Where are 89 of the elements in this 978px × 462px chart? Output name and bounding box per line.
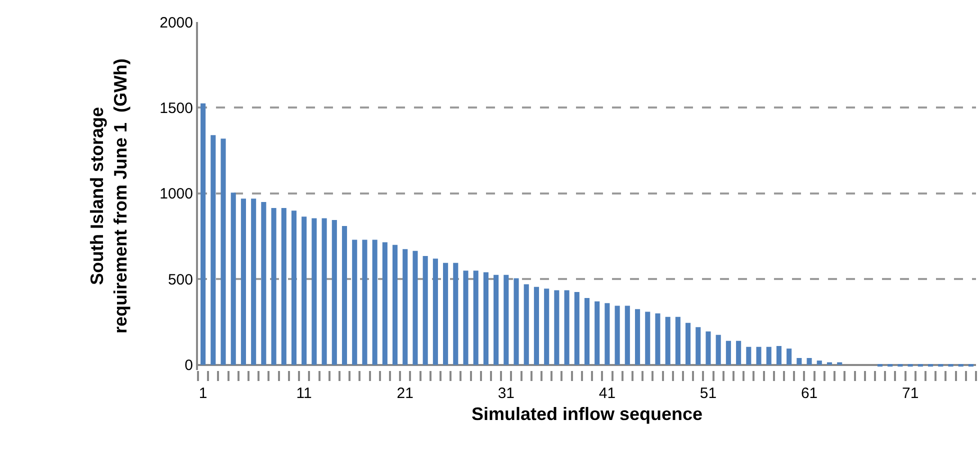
y-tick-label: 500	[168, 271, 193, 288]
x-tick-label: 21	[396, 385, 414, 402]
bar	[716, 334, 721, 365]
x-tick-label: 61	[800, 385, 818, 402]
bar	[928, 364, 934, 367]
bar	[948, 364, 954, 367]
bar	[736, 340, 742, 365]
bar	[463, 270, 468, 365]
bar	[877, 364, 883, 367]
bar	[686, 322, 691, 365]
bar	[504, 274, 509, 365]
x-axis-title: Simulated inflow sequence	[471, 404, 703, 424]
bar	[382, 242, 388, 365]
bar	[422, 256, 428, 365]
bar	[614, 306, 620, 365]
x-tick-label: 41	[598, 385, 616, 402]
bar	[271, 208, 276, 365]
bar	[322, 218, 327, 365]
bar	[372, 240, 378, 365]
bar	[837, 362, 842, 365]
bar	[958, 364, 964, 367]
bar	[210, 135, 216, 365]
bar	[634, 309, 640, 365]
bar	[200, 103, 206, 365]
bar	[564, 290, 570, 365]
bar	[665, 316, 670, 365]
bar	[604, 303, 610, 365]
bar	[332, 220, 337, 365]
bar	[352, 240, 358, 365]
bar	[544, 288, 550, 365]
bar	[766, 346, 772, 365]
bar	[584, 298, 590, 365]
bar	[806, 358, 812, 365]
y-tick-label: 2000	[160, 14, 193, 32]
bar	[281, 208, 286, 365]
bar	[392, 244, 398, 365]
bar	[362, 240, 368, 365]
bar	[443, 262, 448, 365]
y-tick-label: 1500	[160, 100, 193, 117]
bar	[746, 346, 752, 365]
bar	[432, 258, 438, 365]
bar	[826, 362, 832, 365]
bar	[816, 360, 822, 365]
bar	[412, 250, 418, 365]
bar	[908, 364, 913, 367]
bar	[302, 216, 307, 365]
bar	[888, 364, 893, 367]
y-tick-label: 1000	[160, 186, 193, 203]
x-tick-label: 31	[498, 385, 515, 402]
bar	[524, 284, 529, 365]
bar	[675, 316, 680, 365]
bar	[220, 138, 226, 365]
bar	[514, 278, 519, 365]
bar	[312, 218, 317, 365]
bar	[756, 346, 762, 365]
bar	[918, 364, 923, 367]
bar	[261, 202, 266, 365]
bar	[230, 192, 236, 365]
bar	[402, 249, 408, 365]
bar	[494, 274, 499, 365]
x-tick-label: 71	[902, 385, 919, 402]
bar	[251, 198, 256, 365]
x-tick-label: 1	[198, 385, 208, 402]
bar	[291, 210, 297, 365]
bar	[706, 331, 711, 365]
bar	[624, 306, 630, 365]
x-tick-label: 51	[700, 385, 717, 402]
bar	[796, 358, 802, 365]
bar	[776, 346, 782, 365]
y-tick-label: 0	[184, 357, 193, 374]
bar	[938, 364, 944, 367]
bar	[726, 340, 731, 365]
x-tick-label: 11	[296, 385, 312, 402]
bar	[453, 262, 458, 365]
bar	[594, 301, 600, 365]
bar	[554, 290, 560, 365]
bar	[240, 198, 246, 365]
bar	[898, 364, 903, 367]
bar	[655, 313, 660, 365]
bar	[645, 312, 650, 365]
bar	[473, 270, 478, 365]
bar	[786, 348, 792, 365]
bar	[968, 364, 974, 367]
bar	[483, 272, 488, 365]
y-axis-title: South Island storage requirement from June 1 (GWh)	[86, 58, 130, 334]
bar	[342, 226, 348, 365]
bar	[534, 286, 540, 365]
bar	[696, 327, 701, 365]
bar	[574, 292, 580, 365]
